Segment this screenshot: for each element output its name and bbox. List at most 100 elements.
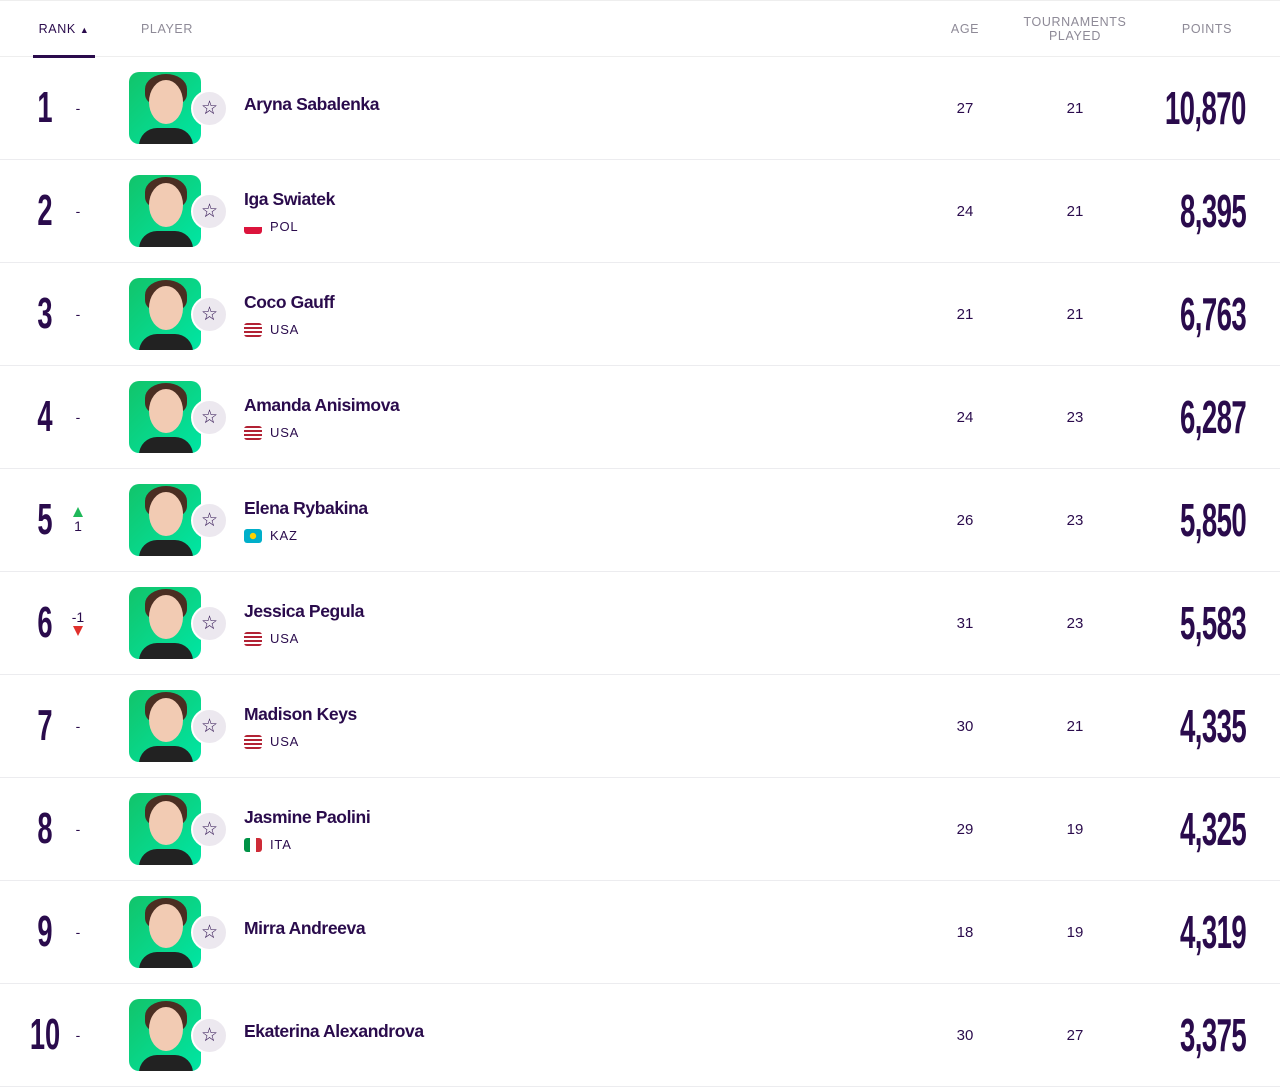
player-column-header[interactable]: PLAYER xyxy=(140,22,193,36)
player-points: 3,375 xyxy=(1179,1009,1247,1061)
table-row[interactable]: 1 - ☆ Aryna Sabalenka 27 21 10,870 xyxy=(0,57,1280,160)
rank-movement: - xyxy=(68,404,88,424)
table-row[interactable]: 9 - ☆ Mirra Andreeva 18 19 4,319 xyxy=(0,881,1280,984)
table-row[interactable]: 2 - ☆ Iga Swiatek POL 24 21 8,395 xyxy=(0,160,1280,263)
rank-header-label: RANK xyxy=(38,22,76,36)
favorite-star-icon[interactable]: ☆ xyxy=(191,296,228,333)
player-age: 31 xyxy=(956,615,974,632)
player-points: 4,325 xyxy=(1179,803,1247,855)
table-row[interactable]: 8 - ☆ Jasmine Paolini ITA 29 19 4,325 xyxy=(0,778,1280,881)
player-avatar[interactable] xyxy=(129,484,201,556)
player-avatar[interactable] xyxy=(129,175,201,247)
rank-change: - xyxy=(75,306,81,322)
favorite-star-icon[interactable]: ☆ xyxy=(191,605,228,642)
rank-change: - xyxy=(75,1027,81,1043)
table-header: RANK ▲ PLAYER AGE TOURNAMENTS PLAYED POI… xyxy=(0,0,1280,58)
tournaments-played: 21 xyxy=(1066,306,1084,323)
player-name[interactable]: Mirra Andreeva xyxy=(244,918,366,938)
rank-change: - xyxy=(75,924,81,940)
country-code: USA xyxy=(270,734,300,749)
player-age: 27 xyxy=(956,100,974,117)
player-avatar[interactable] xyxy=(129,896,201,968)
favorite-star-icon[interactable]: ☆ xyxy=(191,90,228,127)
table-row[interactable]: 4 - ☆ Amanda Anisimova USA 24 23 6,287 xyxy=(0,366,1280,469)
rank-number: 2 xyxy=(37,186,53,235)
tournaments-played: 27 xyxy=(1066,1027,1084,1044)
player-country: KAZ xyxy=(244,528,298,543)
rank-number: 10 xyxy=(29,1010,61,1059)
tournaments-played: 21 xyxy=(1066,718,1084,735)
table-row[interactable]: 6 -1 ☆ Jessica Pegula USA 31 23 5,583 xyxy=(0,572,1280,675)
player-name[interactable]: Jessica Pegula xyxy=(244,601,364,621)
points-column-header[interactable]: POINTS xyxy=(1181,22,1233,36)
player-points: 5,583 xyxy=(1179,597,1247,649)
table-row[interactable]: 3 - ☆ Coco Gauff USA 21 21 6,763 xyxy=(0,263,1280,366)
table-row[interactable]: 5 1 ☆ Elena Rybakina KAZ 26 23 5,850 xyxy=(0,469,1280,572)
rank-number: 8 xyxy=(37,804,53,853)
favorite-star-icon[interactable]: ☆ xyxy=(191,193,228,230)
flag-icon xyxy=(244,219,262,234)
tournaments-played: 21 xyxy=(1066,100,1084,117)
tournaments-column-header[interactable]: TOURNAMENTS PLAYED xyxy=(1023,15,1127,43)
rank-movement: - xyxy=(68,919,88,939)
player-name[interactable]: Ekaterina Alexandrova xyxy=(244,1021,424,1041)
rank-change: - xyxy=(75,718,81,734)
player-age: 24 xyxy=(956,409,974,426)
player-name[interactable]: Elena Rybakina xyxy=(244,498,368,518)
country-code: USA xyxy=(270,322,300,337)
player-avatar[interactable] xyxy=(129,587,201,659)
player-name[interactable]: Jasmine Paolini xyxy=(244,807,371,827)
favorite-star-icon[interactable]: ☆ xyxy=(191,708,228,745)
rank-change: - xyxy=(75,821,81,837)
favorite-star-icon[interactable]: ☆ xyxy=(191,914,228,951)
favorite-star-icon[interactable]: ☆ xyxy=(191,399,228,436)
player-age: 26 xyxy=(956,512,974,529)
table-row[interactable]: 10 - ☆ Ekaterina Alexandrova 30 27 3,375 xyxy=(0,984,1280,1087)
tournaments-played: 23 xyxy=(1066,409,1084,426)
player-name[interactable]: Amanda Anisimova xyxy=(244,395,400,415)
rank-column-header[interactable]: RANK ▲ xyxy=(33,22,95,58)
rank-movement: - xyxy=(68,301,88,321)
country-code: USA xyxy=(270,425,300,440)
player-name[interactable]: Aryna Sabalenka xyxy=(244,94,380,114)
flag-icon xyxy=(244,734,262,749)
tournaments-played: 21 xyxy=(1066,203,1084,220)
rank-number: 4 xyxy=(37,392,53,441)
player-points: 6,763 xyxy=(1179,288,1247,340)
player-points: 5,850 xyxy=(1179,494,1247,546)
country-code: USA xyxy=(270,631,300,646)
player-name[interactable]: Iga Swiatek xyxy=(244,189,335,209)
player-avatar[interactable] xyxy=(129,999,201,1071)
rank-movement: 1 xyxy=(68,507,88,533)
player-age: 30 xyxy=(956,1027,974,1044)
rank-number: 3 xyxy=(37,289,53,338)
favorite-star-icon[interactable]: ☆ xyxy=(191,811,228,848)
flag-icon xyxy=(244,837,262,852)
rank-number: 6 xyxy=(37,598,53,647)
player-points: 8,395 xyxy=(1179,185,1247,237)
rank-number: 9 xyxy=(37,907,53,956)
player-avatar[interactable] xyxy=(129,72,201,144)
flag-icon xyxy=(244,322,262,337)
table-row[interactable]: 7 - ☆ Madison Keys USA 30 21 4,335 xyxy=(0,675,1280,778)
rank-movement: - xyxy=(68,198,88,218)
player-avatar[interactable] xyxy=(129,793,201,865)
rank-down-icon xyxy=(73,626,83,636)
favorite-star-icon[interactable]: ☆ xyxy=(191,1017,228,1054)
favorite-star-icon[interactable]: ☆ xyxy=(191,502,228,539)
player-avatar[interactable] xyxy=(129,381,201,453)
player-age: 24 xyxy=(956,203,974,220)
tournaments-played: 23 xyxy=(1066,512,1084,529)
age-column-header[interactable]: AGE xyxy=(950,22,980,36)
player-name[interactable]: Coco Gauff xyxy=(244,292,335,312)
player-country: POL xyxy=(244,219,298,234)
player-avatar[interactable] xyxy=(129,278,201,350)
player-points: 4,335 xyxy=(1179,700,1247,752)
tournaments-played: 19 xyxy=(1066,924,1084,941)
flag-icon xyxy=(244,425,262,440)
player-age: 30 xyxy=(956,718,974,735)
sort-ascending-icon: ▲ xyxy=(79,25,90,35)
player-country: ITA xyxy=(244,837,292,852)
player-name[interactable]: Madison Keys xyxy=(244,704,357,724)
player-avatar[interactable] xyxy=(129,690,201,762)
